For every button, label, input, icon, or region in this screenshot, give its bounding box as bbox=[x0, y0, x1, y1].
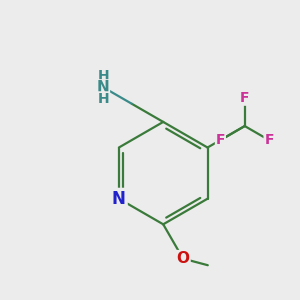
Text: N: N bbox=[112, 190, 126, 208]
Text: H: H bbox=[97, 92, 109, 106]
Text: F: F bbox=[240, 91, 250, 105]
Text: F: F bbox=[216, 133, 225, 147]
Text: N: N bbox=[97, 80, 110, 95]
Text: O: O bbox=[176, 251, 190, 266]
Text: H: H bbox=[97, 69, 109, 83]
Text: F: F bbox=[264, 133, 274, 147]
